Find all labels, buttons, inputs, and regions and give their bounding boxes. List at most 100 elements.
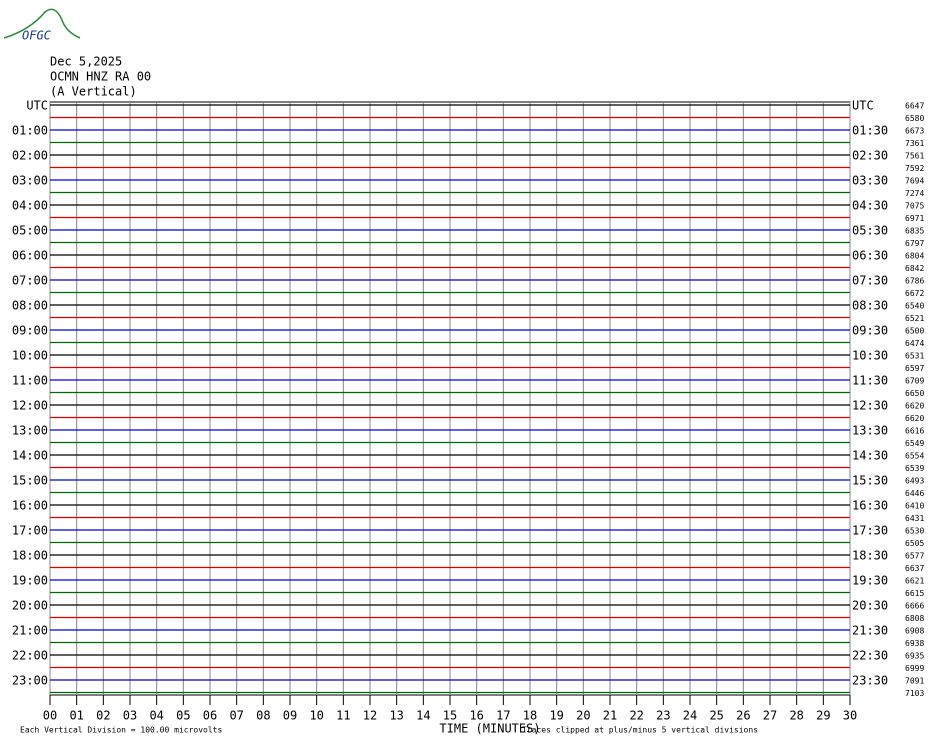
x-tick-label: 17 <box>496 709 510 723</box>
trace-value: 6431 <box>905 514 924 523</box>
trace-value: 6835 <box>905 227 924 236</box>
trace-value: 6797 <box>905 239 924 248</box>
right-time-label: 05:30 <box>852 224 888 238</box>
trace-value: 6804 <box>905 252 924 261</box>
left-time-label: 08:00 <box>12 299 48 313</box>
trace-value: 6597 <box>905 364 924 373</box>
x-tick-label: 06 <box>203 709 217 723</box>
x-tick-label: 30 <box>843 709 857 723</box>
left-time-label: 21:00 <box>12 624 48 638</box>
trace-value: 6620 <box>905 402 924 411</box>
x-tick-label: 16 <box>469 709 483 723</box>
x-tick-label: 12 <box>363 709 377 723</box>
left-time-label: 02:00 <box>12 149 48 163</box>
right-time-label: 12:30 <box>852 399 888 413</box>
right-time-label: 17:30 <box>852 524 888 538</box>
right-time-label: UTC <box>852 99 874 113</box>
trace-value: 6938 <box>905 639 924 648</box>
right-time-label: 18:30 <box>852 549 888 563</box>
trace-value: 6616 <box>905 427 924 436</box>
right-time-label: 20:30 <box>852 599 888 613</box>
x-tick-label: 21 <box>603 709 617 723</box>
logo-shape <box>3 8 81 39</box>
x-tick-label: 05 <box>176 709 190 723</box>
left-time-label: 12:00 <box>12 399 48 413</box>
x-tick-label: 09 <box>283 709 297 723</box>
trace-value: 6554 <box>905 452 924 461</box>
trace-value: 6621 <box>905 577 924 586</box>
trace-value: 7091 <box>905 677 924 686</box>
title-line: Dec 5,2025 <box>50 55 122 69</box>
x-tick-label: 03 <box>123 709 137 723</box>
trace-value: 6672 <box>905 289 924 298</box>
trace-value: 6971 <box>905 214 924 223</box>
left-time-label: 04:00 <box>12 199 48 213</box>
right-time-label: 01:30 <box>852 124 888 138</box>
x-tick-label: 07 <box>229 709 243 723</box>
x-tick-label: 25 <box>709 709 723 723</box>
trace-value: 6540 <box>905 302 924 311</box>
left-time-label: 03:00 <box>12 174 48 188</box>
trace-value: 6549 <box>905 439 924 448</box>
x-tick-label: 13 <box>389 709 403 723</box>
trace-value: 6580 <box>905 114 924 123</box>
left-time-label: 09:00 <box>12 324 48 338</box>
left-time-label: 11:00 <box>12 374 48 388</box>
x-tick-label: 18 <box>523 709 537 723</box>
right-time-label: 07:30 <box>852 274 888 288</box>
trace-value: 7103 <box>905 689 924 698</box>
trace-value: 6505 <box>905 539 924 548</box>
left-time-label: 22:00 <box>12 649 48 663</box>
logo: OFGC <box>22 29 52 43</box>
trace-value: 6530 <box>905 527 924 536</box>
footer-right: Traces clipped at plus/minus 5 vertical … <box>522 726 758 735</box>
x-tick-label: 27 <box>763 709 777 723</box>
left-time-label: 19:00 <box>12 574 48 588</box>
left-time-label: 06:00 <box>12 249 48 263</box>
right-time-label: 14:30 <box>852 449 888 463</box>
x-tick-label: 10 <box>309 709 323 723</box>
x-tick-label: 20 <box>576 709 590 723</box>
trace-value: 6521 <box>905 314 924 323</box>
x-tick-label: 24 <box>683 709 697 723</box>
trace-value: 6842 <box>905 264 924 273</box>
trace-value: 7274 <box>905 189 924 198</box>
left-time-label: 15:00 <box>12 474 48 488</box>
x-tick-label: 28 <box>789 709 803 723</box>
right-time-label: 13:30 <box>852 424 888 438</box>
trace-value: 6786 <box>905 277 924 286</box>
left-time-label: 14:00 <box>12 449 48 463</box>
trace-value: 7592 <box>905 164 924 173</box>
left-time-label: 18:00 <box>12 549 48 563</box>
trace-value: 6500 <box>905 327 924 336</box>
trace-value: 6709 <box>905 377 924 386</box>
trace-value: 6666 <box>905 602 924 611</box>
left-time-label: 20:00 <box>12 599 48 613</box>
x-tick-label: 15 <box>443 709 457 723</box>
right-time-label: 15:30 <box>852 474 888 488</box>
right-time-label: 06:30 <box>852 249 888 263</box>
x-tick-label: 01 <box>69 709 83 723</box>
trace-value: 6650 <box>905 389 924 398</box>
trace-value: 7361 <box>905 139 924 148</box>
trace-value: 6615 <box>905 589 924 598</box>
trace-value: 6935 <box>905 652 924 661</box>
right-time-label: 03:30 <box>852 174 888 188</box>
trace-value: 6410 <box>905 502 924 511</box>
left-time-label: 07:00 <box>12 274 48 288</box>
right-time-label: 09:30 <box>852 324 888 338</box>
trace-value: 6808 <box>905 614 924 623</box>
x-tick-label: 23 <box>656 709 670 723</box>
x-tick-label: 26 <box>736 709 750 723</box>
x-tick-label: 04 <box>149 709 163 723</box>
trace-value: 6577 <box>905 552 924 561</box>
x-tick-label: 02 <box>96 709 110 723</box>
trace-value: 6446 <box>905 489 924 498</box>
right-time-label: 23:30 <box>852 674 888 688</box>
x-tick-label: 19 <box>549 709 563 723</box>
x-axis-label: TIME (MINUTES) <box>439 722 540 736</box>
footer-left: Each Vertical Division = 100.00 microvol… <box>20 726 222 735</box>
left-time-label: 16:00 <box>12 499 48 513</box>
x-tick-label: 08 <box>256 709 270 723</box>
